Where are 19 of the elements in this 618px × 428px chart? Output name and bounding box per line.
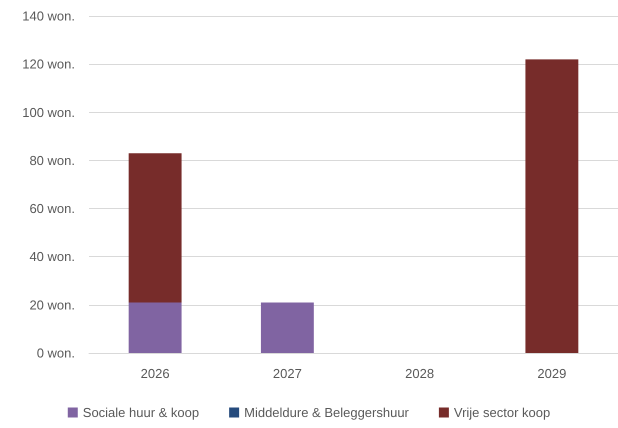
legend-label: Sociale huur & koop xyxy=(82,405,200,420)
bar xyxy=(128,153,182,302)
y-tick-label: 20 won. xyxy=(29,297,75,312)
bar xyxy=(128,302,182,353)
y-tick-label: 80 won. xyxy=(29,152,75,168)
x-tick-label: 2029 xyxy=(537,366,566,381)
legend-label: Middeldure & Beleggershuur xyxy=(244,405,410,420)
x-tick-label: 2027 xyxy=(272,366,302,381)
y-tick-label: 60 won. xyxy=(29,201,75,216)
bar xyxy=(260,302,314,353)
y-tick-label: 0 won. xyxy=(36,346,75,360)
bar xyxy=(525,59,578,353)
y-tick-label: 120 won. xyxy=(22,56,75,72)
y-tick-label: 100 won. xyxy=(22,104,75,120)
x-tick-label: 2028 xyxy=(405,366,434,381)
y-tick-label: 40 won. xyxy=(29,249,75,264)
x-tick-label: 2026 xyxy=(140,366,170,381)
y-tick-label: 140 won. xyxy=(22,8,75,24)
legend-label: Vrije sector koop xyxy=(454,405,550,420)
